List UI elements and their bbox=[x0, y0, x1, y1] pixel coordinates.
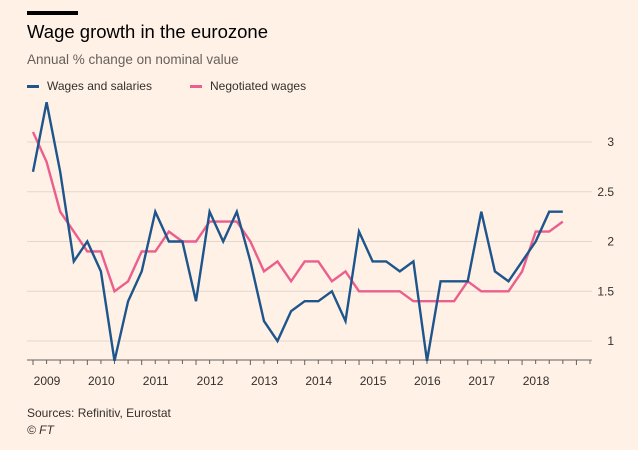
legend-item-negotiated-wages: Negotiated wages bbox=[190, 79, 306, 93]
y-tick-label: 2 bbox=[607, 235, 614, 249]
chart-legend: Wages and salaries Negotiated wages bbox=[27, 79, 627, 97]
legend-label-negotiated-wages: Negotiated wages bbox=[210, 79, 307, 93]
x-tick-label-2011: 2011 bbox=[143, 374, 169, 388]
x-tick-label-2010: 2010 bbox=[88, 374, 115, 388]
gridlines bbox=[27, 141, 592, 342]
y-tick-label: 1.5 bbox=[597, 284, 614, 298]
y-tick-label: 3 bbox=[607, 135, 614, 149]
ft-header-bar bbox=[27, 11, 78, 15]
series-line-negotiated-wages bbox=[31, 131, 564, 303]
series-lines bbox=[31, 101, 564, 362]
x-tick-label-2017: 2017 bbox=[468, 374, 495, 388]
x-tick-label-2013: 2013 bbox=[251, 374, 278, 388]
x-tick-label-2015: 2015 bbox=[360, 374, 387, 388]
chart-title: Wage growth in the eurozone bbox=[27, 21, 268, 42]
y-tick-label: 1 bbox=[607, 334, 614, 348]
legend-swatch-wages-and-salaries bbox=[27, 84, 39, 88]
series-line-wages-and-salaries bbox=[31, 101, 563, 362]
chart-subtitle: Annual % change on nominal value bbox=[27, 52, 239, 67]
source-note: Sources: Refinitiv, Eurostat bbox=[27, 406, 171, 420]
legend-swatch-negotiated-wages bbox=[190, 84, 202, 88]
legend-label-wages-and-salaries: Wages and salaries bbox=[47, 79, 152, 93]
y-tick-label: 2.5 bbox=[597, 185, 614, 199]
x-tick-label-2018: 2018 bbox=[523, 374, 550, 388]
x-axis: 2009 2010 2011 2012 2013 2014 2015 2016 2017 2018 bbox=[27, 359, 592, 388]
x-tick-label-2012: 2012 bbox=[197, 374, 224, 388]
x-tick-label-2014: 2014 bbox=[305, 374, 332, 388]
y-axis: 3 2.5 2 1.5 1 bbox=[597, 135, 614, 348]
x-tick-label-2016: 2016 bbox=[414, 374, 441, 388]
legend-item-wages-and-salaries: Wages and salaries bbox=[27, 79, 152, 93]
x-tick-label-2009: 2009 bbox=[34, 374, 61, 388]
copyright-note: © FT bbox=[27, 423, 54, 437]
